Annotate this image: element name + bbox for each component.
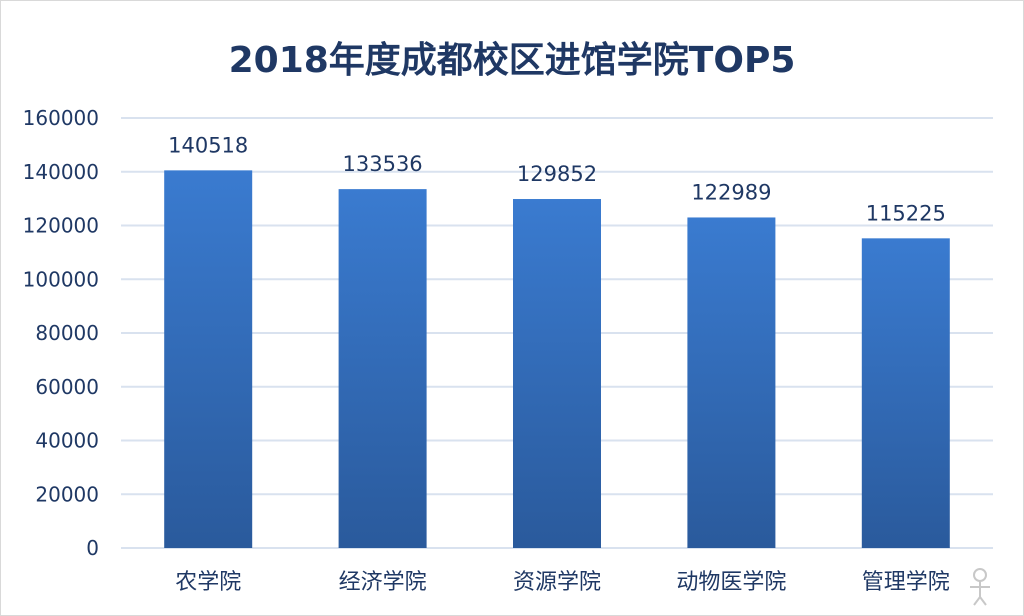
y-tick-label: 20000 xyxy=(35,482,99,506)
person-watermark-icon xyxy=(970,568,990,606)
y-tick-label: 120000 xyxy=(23,214,99,238)
bar xyxy=(687,217,776,549)
bar xyxy=(861,238,950,548)
x-tick-label: 管理学院 xyxy=(862,570,950,595)
bar xyxy=(513,199,601,548)
x-tick-label: 动物医学院 xyxy=(676,570,786,595)
y-tick-label: 140000 xyxy=(23,160,99,184)
data-label: 133536 xyxy=(343,152,423,176)
y-tick-label: 100000 xyxy=(23,267,99,291)
data-labels: 140518 133536 129852 122989 115225 xyxy=(168,133,946,225)
data-label: 129852 xyxy=(517,162,597,186)
y-tick-label: 60000 xyxy=(35,375,99,399)
data-label: 122989 xyxy=(691,180,771,204)
y-tick-label: 160000 xyxy=(23,106,99,130)
data-label: 140518 xyxy=(168,133,248,157)
bar xyxy=(338,189,427,548)
chart-title: 2018年度成都校区进馆学院TOP5 xyxy=(228,40,796,81)
bars xyxy=(164,170,950,549)
y-tick-label: 80000 xyxy=(35,321,99,345)
x-tick-label: 经济学院 xyxy=(339,570,427,595)
x-tick-label: 资源学院 xyxy=(513,570,601,595)
x-axis-tick-labels: 农学院 经济学院 资源学院 动物医学院 管理学院 xyxy=(175,570,950,595)
y-tick-label: 0 xyxy=(86,536,99,560)
data-label: 115225 xyxy=(866,201,946,225)
x-tick-label: 农学院 xyxy=(175,570,241,595)
y-tick-label: 40000 xyxy=(35,429,99,453)
bar xyxy=(164,170,253,548)
y-axis-tick-labels: 0 20000 40000 60000 80000 100000 120000 140000 1… xyxy=(23,106,99,560)
